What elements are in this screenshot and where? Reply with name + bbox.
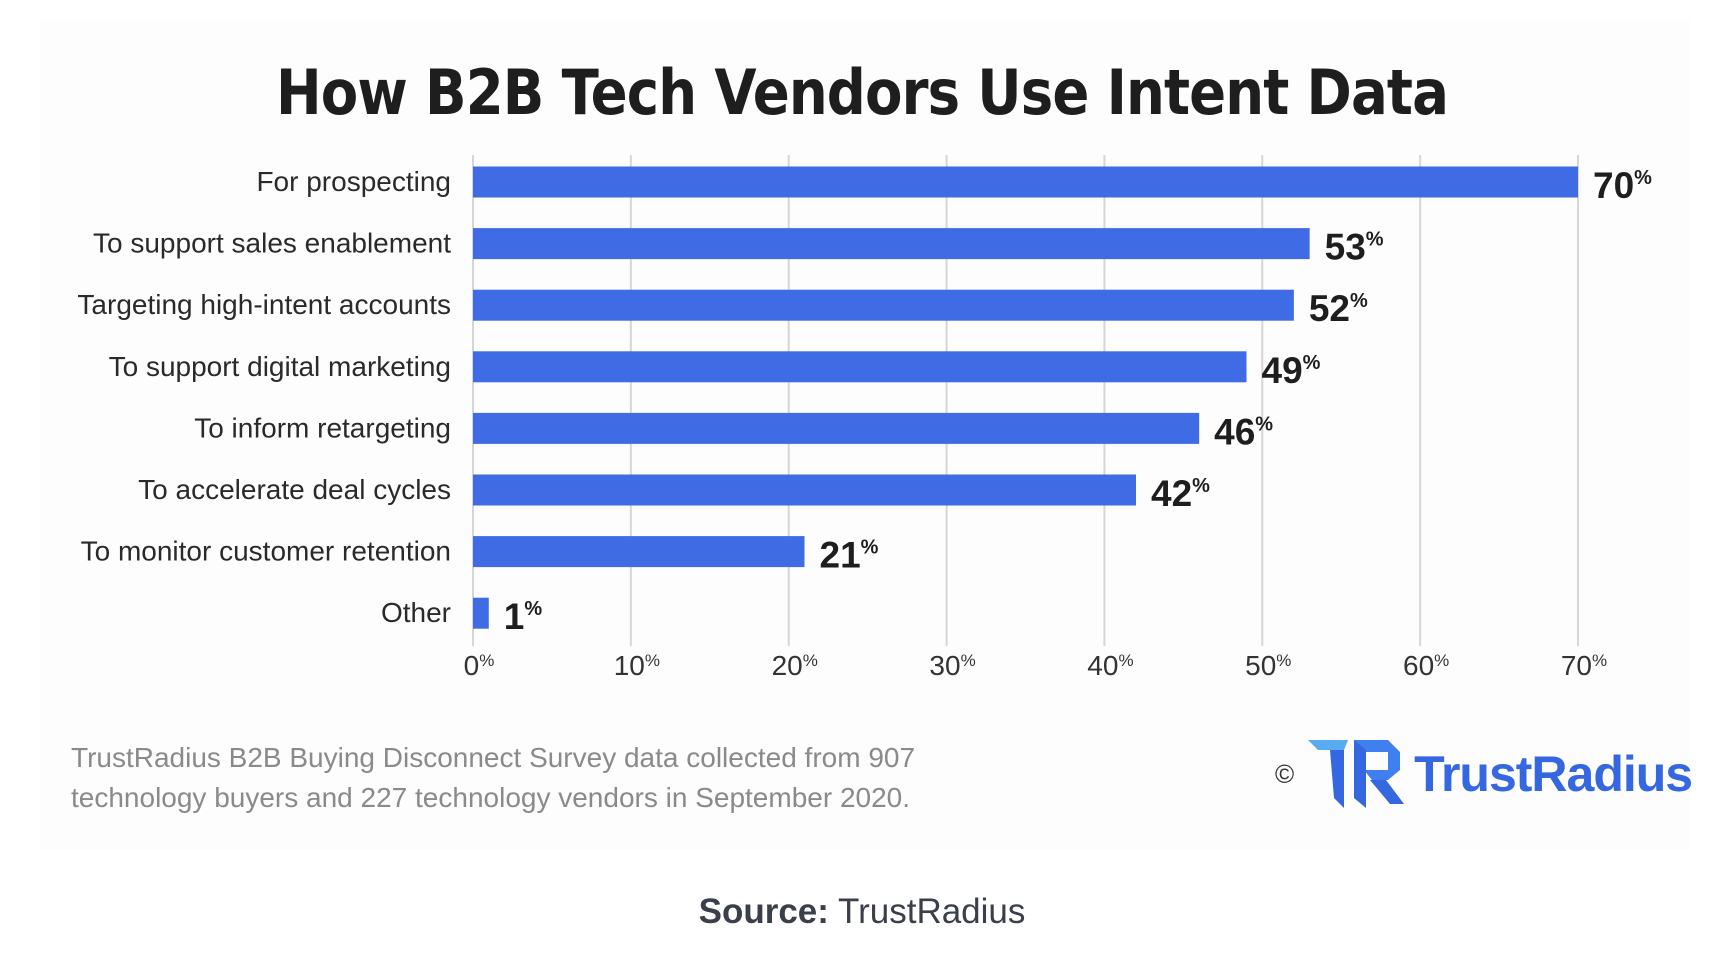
footnote-line: TrustRadius B2B Buying Disconnect Survey… xyxy=(71,742,916,773)
bar xyxy=(473,228,1310,260)
x-tick-label: 0% xyxy=(464,650,495,681)
bar xyxy=(473,412,1200,444)
x-tick-label: 60% xyxy=(1403,650,1449,681)
trustradius-mark-icon xyxy=(1308,740,1405,808)
copyright-symbol: © xyxy=(1275,758,1295,789)
trustradius-logo: © TrustRadius xyxy=(1275,740,1693,808)
value-label: 21% xyxy=(820,535,879,576)
category-label: To accelerate deal cycles xyxy=(138,474,451,505)
value-label: 70% xyxy=(1593,165,1652,206)
category-label: To inform retargeting xyxy=(194,412,451,443)
bar-chart: 0% 10% 20% 30% 40% 50% 60% 70% For prospecting 70… xyxy=(77,155,1652,681)
category-label: Targeting high-intent accounts xyxy=(77,289,451,320)
x-tick-label: 70% xyxy=(1561,650,1607,681)
bar xyxy=(473,289,1294,321)
footnote-line: technology buyers and 227 technology ven… xyxy=(71,782,911,813)
category-label: Other xyxy=(381,597,451,628)
bar xyxy=(473,536,805,568)
value-label: 52% xyxy=(1309,288,1368,329)
x-tick-label: 30% xyxy=(929,650,975,681)
value-label: 49% xyxy=(1262,350,1321,391)
source-label: Source: xyxy=(698,892,829,931)
source-value: TrustRadius xyxy=(838,892,1026,931)
x-tick-label: 10% xyxy=(614,650,660,681)
category-label: To support digital marketing xyxy=(109,351,451,382)
bar xyxy=(473,597,489,629)
category-label: To support sales enablement xyxy=(93,228,451,259)
source-caption: Source: TrustRadius xyxy=(0,892,1724,932)
value-label: 53% xyxy=(1325,227,1384,268)
x-tick-label: 40% xyxy=(1087,650,1133,681)
bar xyxy=(473,474,1136,506)
chart-title: How B2B Tech Vendors Use Intent Data xyxy=(275,56,1449,129)
x-tick-label: 20% xyxy=(772,650,818,681)
value-label: 46% xyxy=(1214,411,1273,452)
value-label: 1% xyxy=(504,596,543,637)
bar xyxy=(473,166,1578,198)
footnote: TrustRadius B2B Buying Disconnect Survey… xyxy=(71,738,915,818)
bar xyxy=(473,351,1247,383)
category-label: For prospecting xyxy=(256,166,451,197)
brand-name: TrustRadius xyxy=(1414,746,1693,802)
value-label: 42% xyxy=(1151,473,1210,514)
category-label: To monitor customer retention xyxy=(81,536,451,567)
x-tick-label: 50% xyxy=(1245,650,1291,681)
